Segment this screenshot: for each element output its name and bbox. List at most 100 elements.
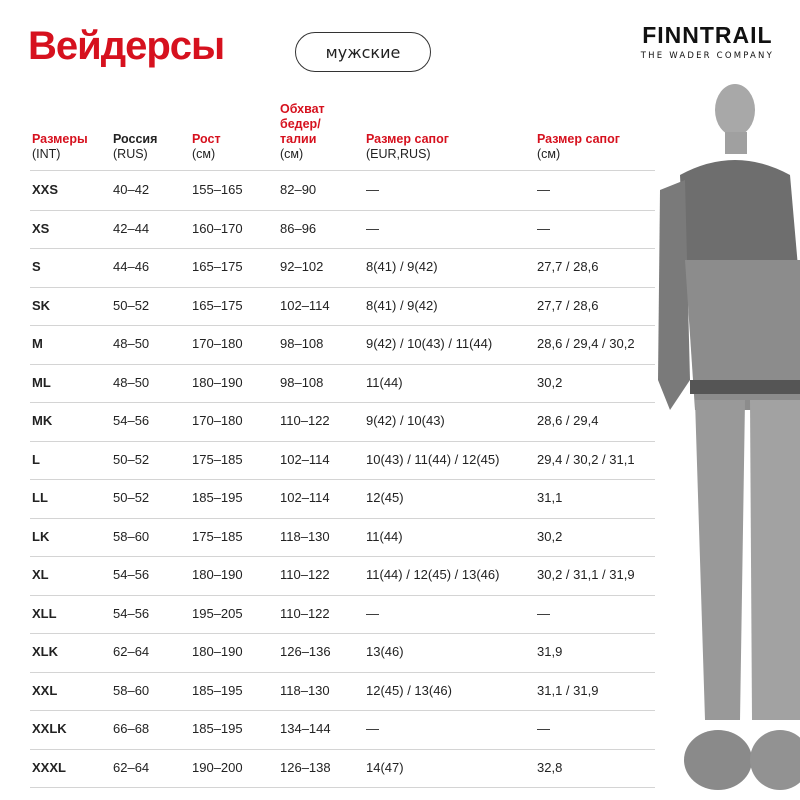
table-cell: — [537,605,550,621]
table-cell: 195–205 [192,605,243,621]
table-row: L 50–52 175–185 102–114 10(43) / 11(44) / 12… [30,441,655,480]
table-cell: 31,1 / 31,9 [537,682,599,698]
page-title: Вейдерсы [28,24,225,68]
table-cell: 134–144 [280,721,331,736]
table-cell: 12(45) / 13(46) [366,682,452,698]
table-cell: 160–170 [192,220,243,236]
table-cell: — [366,605,379,621]
table-cell: 12(45) [366,490,404,505]
table-cell: 44–46 [113,259,150,274]
table-cell: XXS [32,182,59,197]
table-cell: — [366,220,379,236]
table-cell: 126–136 [280,644,331,659]
table-cell: 66–68 [113,721,150,736]
table-cell: 50–52 [113,297,150,313]
column-header-unit: (RUS) [113,147,148,161]
header-divider [30,170,655,171]
column-header-unit: (см) [192,147,216,161]
table-cell: 30,2 [537,528,563,544]
table-cell: 118–130 [280,682,330,698]
table-row: MK 54–56 170–180 110–122 9(42) / 10(43) 28,6 … [30,402,655,442]
table-row: S 44–46 165–175 92–102 8(41) / 9(42) 27,7 / 2… [30,248,655,288]
table-cell: M [32,336,43,351]
column-header-title: Размер сапог [366,132,449,146]
table-cell: 180–190 [192,644,243,659]
table-cell: 175–185 [192,528,243,544]
table-cell: — [537,220,550,236]
table-cell: 9(42) / 10(43) [366,413,445,428]
column-header-title: Размер сапог [537,132,620,146]
table-row: ML 48–50 180–190 98–108 11(44) 30,2 [30,364,655,403]
table-cell: XXL [32,682,58,698]
table-cell: 31,9 [537,644,563,659]
table-cell: XS [32,220,50,236]
table-cell: 29,4 / 30,2 / 31,1 [537,451,635,467]
table-cell: 42–44 [113,220,150,236]
table-cell: 30,2 [537,374,563,390]
table-cell: 155–165 [192,182,243,197]
table-cell: XL [32,567,49,582]
table-cell: LK [32,528,50,544]
table-row: XXS 40–42 155–165 82–90 — — [30,171,655,211]
table-cell: 170–180 [192,336,243,351]
column-header-unit: (INT) [32,147,61,161]
column-header: Обхват бедер/ талии (см) [280,102,350,162]
table-row: XS 42–44 160–170 86–96 — — [30,210,655,249]
table-cell: — [537,182,550,197]
table-cell: 62–64 [113,644,150,659]
table-cell: XLK [32,644,58,659]
table-row: LL 50–52 185–195 102–114 12(45) 31,1 [30,479,655,519]
column-header-title: Рост [192,132,221,146]
table-cell: — [537,721,550,736]
table-cell: 9(42) / 10(43) / 11(44) [366,336,493,351]
table-cell: 13(46) [366,644,404,659]
table-cell: 118–130 [280,528,330,544]
table-cell: 110–122 [280,567,330,582]
table-cell: XXXL [32,759,66,775]
table-cell: 185–195 [192,490,243,505]
column-header-title: Россия [113,132,158,146]
column-header: Рост (см) [192,132,221,162]
table-cell: 31,1 [537,490,563,505]
table-row: SK 50–52 165–175 102–114 8(41) / 9(42) 27,7 /… [30,287,655,326]
table-cell: S [32,259,41,274]
table-cell: 98–108 [280,374,324,390]
column-header: Россия (RUS) [113,132,157,162]
column-header: Размеры (INT) [32,132,88,162]
table-cell: 11(44) / 12(45) / 13(46) [366,567,500,582]
column-header-unit: (см) [280,147,304,161]
table-cell: ML [32,374,51,390]
table-row: M 48–50 170–180 98–108 9(42) / 10(43) / 11(4… [30,325,655,365]
table-cell: 126–138 [280,759,331,775]
table-cell: 48–50 [113,374,150,390]
table-row: XL 54–56 180–190 110–122 11(44) / 12(45) / 1… [30,556,655,596]
table-cell: 54–56 [113,567,150,582]
table-cell: 185–195 [192,721,243,736]
table-cell: 102–114 [280,490,330,505]
table-cell: 165–175 [192,259,243,274]
table-cell: SK [32,297,51,313]
table-cell: 54–56 [113,605,150,621]
table-cell: 185–195 [192,682,243,698]
table-cell: 62–64 [113,759,150,775]
table-cell: XLL [32,605,57,621]
table-cell: 190–200 [192,759,243,775]
table-cell: 27,7 / 28,6 [537,259,599,274]
table-cell: 86–96 [280,220,317,236]
table-cell: 27,7 / 28,6 [537,297,599,313]
table-cell: 50–52 [113,451,150,467]
table-cell: 40–42 [113,182,150,197]
table-row: XXXL 62–64 190–200 126–138 14(47) 32,8 [30,749,655,788]
table-cell: 98–108 [280,336,324,351]
table-row: XLK 62–64 180–190 126–136 13(46) 31,9 [30,633,655,673]
table-cell: 110–122 [280,413,330,428]
table-cell: 110–122 [280,605,330,621]
brand-tagline: THE WADER COMPANY [640,51,774,61]
table-cell: 165–175 [192,297,243,313]
model-photo [658,84,800,790]
table-cell: 14(47) [366,759,404,775]
table-cell: 58–60 [113,528,150,544]
table-cell: 48–50 [113,336,150,351]
table-row: XLL 54–56 195–205 110–122 — — [30,595,655,634]
table-cell: 54–56 [113,413,150,428]
